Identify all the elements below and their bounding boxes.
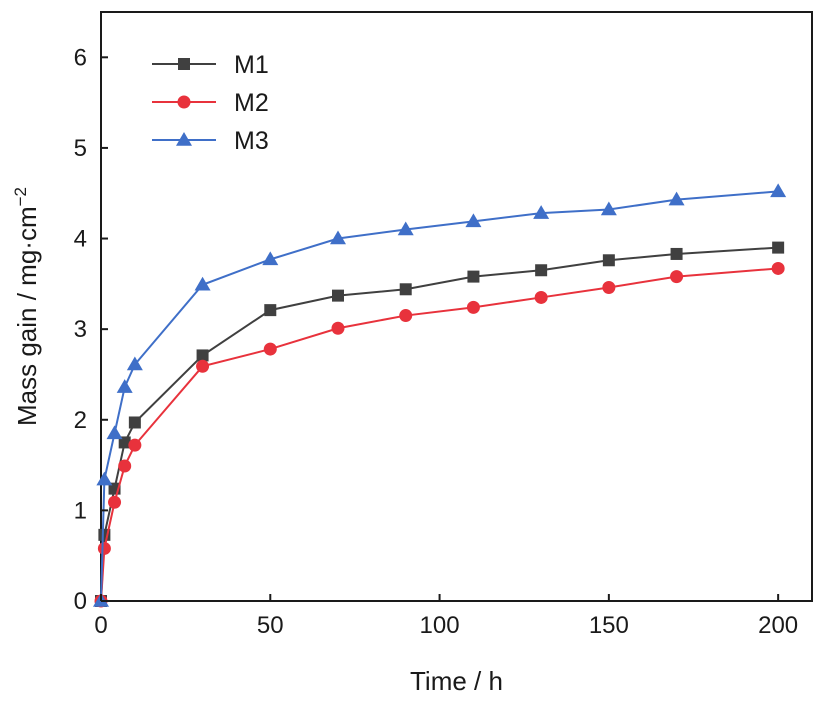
legend-marker xyxy=(176,132,192,146)
data-point-m2 xyxy=(128,438,142,452)
data-point-m3 xyxy=(262,251,279,266)
x-tick-label: 50 xyxy=(257,612,284,639)
y-tick-label: 3 xyxy=(74,316,87,343)
legend-label: M3 xyxy=(234,127,269,155)
plot-frame xyxy=(100,11,813,602)
y-tick-label: 0 xyxy=(74,588,87,615)
data-point-m1 xyxy=(772,241,785,254)
data-point-m2 xyxy=(331,321,345,335)
x-tick-label: 100 xyxy=(420,612,460,639)
data-point-m3 xyxy=(194,276,211,291)
series-m2 xyxy=(94,261,785,608)
data-point-m1 xyxy=(128,416,141,429)
legend-marker xyxy=(177,95,191,109)
data-point-m3 xyxy=(116,379,133,393)
data-point-m2 xyxy=(108,495,122,509)
y-tick-label: 1 xyxy=(74,497,87,524)
series-line-m1 xyxy=(100,246,779,602)
x-axis-title: Time / h xyxy=(410,666,503,696)
y-tick-label: 6 xyxy=(74,44,87,71)
data-point-m3 xyxy=(126,356,143,371)
data-point-m1 xyxy=(670,247,683,260)
data-point-m1 xyxy=(264,304,277,317)
y-axis-title-superscript: −2 xyxy=(11,187,30,206)
data-point-m1 xyxy=(535,264,548,277)
data-point-m3 xyxy=(465,213,482,228)
legend-item-m1: M1 xyxy=(152,51,269,79)
data-point-m3 xyxy=(96,471,113,486)
data-point-m1 xyxy=(196,349,209,362)
data-point-m3 xyxy=(668,191,685,206)
data-point-m2 xyxy=(97,541,111,555)
data-point-m2 xyxy=(602,280,616,294)
legend-label: M1 xyxy=(234,51,269,79)
data-point-m2 xyxy=(263,342,277,356)
plot-area xyxy=(93,11,813,608)
data-point-m2 xyxy=(118,459,132,473)
data-point-m3 xyxy=(600,201,617,216)
series-m3 xyxy=(93,183,787,607)
y-axis-title: Mass gain / mg·cm−2 xyxy=(11,187,42,426)
data-point-m1 xyxy=(332,289,344,302)
series-line-m3 xyxy=(100,190,779,602)
data-point-m3 xyxy=(397,221,414,236)
data-point-m3 xyxy=(330,230,346,245)
x-tick-label: 150 xyxy=(589,612,629,639)
data-point-m1 xyxy=(467,270,480,283)
series-m1 xyxy=(95,241,785,607)
y-tick-label: 5 xyxy=(74,135,87,162)
y-tick-label: 4 xyxy=(74,226,87,253)
x-tick-label: 200 xyxy=(758,612,798,639)
y-tick-label: 2 xyxy=(74,407,87,434)
data-point-m2 xyxy=(771,261,785,275)
data-point-m3 xyxy=(533,205,550,219)
series-layer xyxy=(93,183,787,608)
legend-item-m2: M2 xyxy=(152,89,269,117)
data-point-m2 xyxy=(466,300,480,314)
y-axis: 0 1 2 3 4 5 6 xyxy=(74,44,108,615)
data-point-m2 xyxy=(534,290,548,304)
data-point-m3 xyxy=(770,183,787,198)
x-tick-label: 0 xyxy=(94,612,107,639)
data-point-m2 xyxy=(399,309,413,323)
legend-marker xyxy=(178,58,190,70)
data-point-m3 xyxy=(106,425,123,440)
legend: M1 M2 M3 xyxy=(152,51,269,155)
data-point-m1 xyxy=(399,283,412,296)
data-point-m1 xyxy=(602,254,615,267)
data-point-m2 xyxy=(670,270,684,284)
legend-item-m3: M3 xyxy=(152,127,269,155)
x-axis: 0 50 100 150 200 xyxy=(94,594,798,639)
data-point-m1 xyxy=(118,436,131,449)
y-axis-title-main: Mass gain / mg·cm xyxy=(12,206,42,426)
data-point-m2 xyxy=(196,359,210,373)
legend-label: M2 xyxy=(234,89,269,117)
series-line-m2 xyxy=(100,267,779,602)
